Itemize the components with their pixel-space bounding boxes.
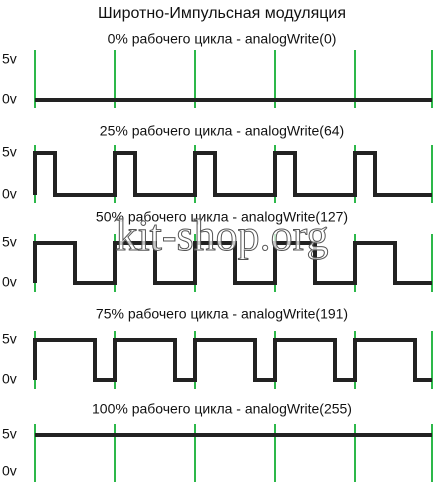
title: Широтно-Импульсная модуляция bbox=[98, 5, 346, 22]
watermark: kit-shop.org bbox=[115, 211, 328, 260]
panel-label: 0% рабочего цикла - analogWrite(0) bbox=[108, 31, 337, 47]
panel-label: 25% рабочего цикла - analogWrite(64) bbox=[100, 123, 344, 139]
low-label: 0v bbox=[2, 274, 17, 290]
low-label: 0v bbox=[2, 463, 17, 479]
high-label: 5v bbox=[2, 426, 17, 442]
waveform bbox=[33, 241, 432, 285]
waveform bbox=[33, 338, 432, 382]
low-label: 0v bbox=[2, 186, 17, 202]
high-label: 5v bbox=[2, 144, 17, 160]
low-label: 0v bbox=[2, 91, 17, 107]
panel-label: 100% рабочего цикла - analogWrite(255) bbox=[92, 401, 352, 417]
low-label: 0v bbox=[2, 371, 17, 387]
waveform bbox=[33, 151, 432, 197]
panel-label: 50% рабочего цикла - analogWrite(127) bbox=[96, 209, 348, 225]
high-label: 5v bbox=[2, 51, 17, 67]
panel-label: 75% рабочего цикла - analogWrite(191) bbox=[96, 306, 348, 322]
high-label: 5v bbox=[2, 234, 17, 250]
high-label: 5v bbox=[2, 331, 17, 347]
